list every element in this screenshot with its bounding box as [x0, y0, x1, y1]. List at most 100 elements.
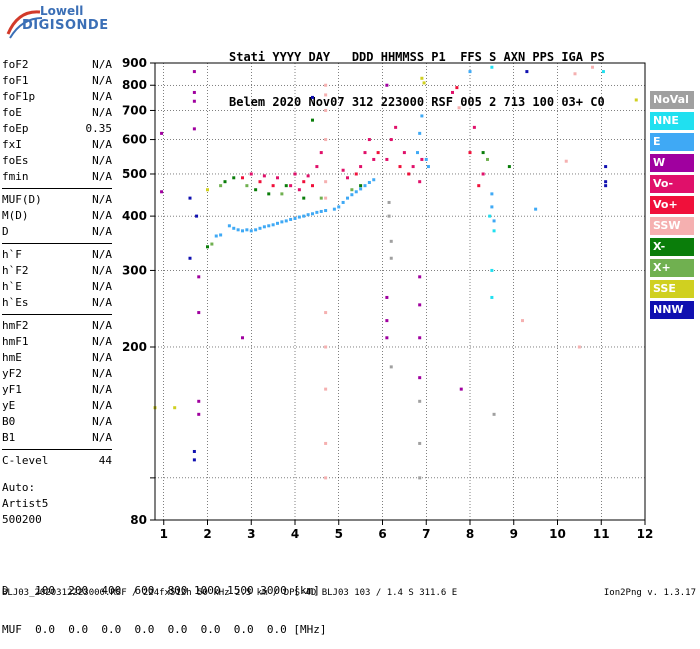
point-vo: [468, 151, 472, 155]
param-value: N/A: [92, 399, 112, 412]
x-tick-label: 9: [510, 527, 518, 541]
point-vo: [258, 180, 262, 184]
point-nnw: [195, 214, 199, 218]
legend-item-x: X-: [650, 238, 694, 256]
point-nnw: [604, 165, 608, 169]
x-tick-label: 10: [549, 527, 566, 541]
point-ssw: [324, 196, 328, 200]
point-noval: [418, 441, 422, 445]
param-row: h`Es N/A: [2, 295, 112, 311]
point-x: [280, 192, 284, 196]
x-tick-label: 6: [378, 527, 386, 541]
point-sse: [206, 188, 209, 192]
point-x: [223, 180, 227, 184]
point-w: [418, 275, 422, 279]
param-value: N/A: [92, 58, 112, 71]
param-name: h`Es: [2, 296, 29, 309]
param-name: yF2: [2, 367, 22, 380]
param-value: N/A: [92, 264, 112, 277]
point-vo: [481, 172, 485, 176]
point-vo: [276, 176, 279, 180]
param-name: yE: [2, 399, 16, 412]
plot-axes: 1 2 3 4 5 6 7 8 9 10 11 128020030040050060070080090…: [122, 56, 653, 541]
param-value: N/A: [92, 280, 112, 293]
point-vo: [385, 157, 389, 161]
param-value: 44: [98, 454, 112, 467]
point-sse: [420, 76, 424, 80]
point-vo: [241, 176, 244, 180]
param-name: fxI: [2, 138, 22, 151]
point-x: [486, 157, 489, 161]
point-x: [350, 188, 354, 192]
point-w: [241, 336, 244, 340]
version-label: Ion2Png v. 1.3.17: [603, 588, 696, 598]
point-e: [293, 216, 297, 220]
point-x: [507, 165, 511, 169]
param-name: foF2: [2, 58, 29, 71]
param-row: MUF(D) N/A: [2, 192, 112, 208]
legend-item-nnw: NNW: [650, 301, 694, 319]
point-nnw: [188, 196, 192, 200]
point-ssw: [324, 345, 328, 349]
y-tick-label: 800: [122, 78, 147, 92]
param-row: foEp 0.35: [2, 121, 112, 137]
point-noval: [387, 200, 391, 204]
point-e: [350, 193, 354, 197]
y-tick-label: 80: [130, 513, 147, 527]
point-e: [262, 225, 266, 229]
point-ssw: [324, 476, 328, 480]
param-value: N/A: [92, 367, 112, 380]
point-x: [319, 196, 323, 200]
point-e: [232, 226, 236, 230]
point-nnw: [188, 256, 192, 260]
param-row: foF1p N/A: [2, 89, 112, 105]
point-vo: [418, 180, 422, 184]
point-e: [227, 224, 231, 228]
y-tick-label: 400: [122, 209, 147, 223]
point-e: [284, 219, 288, 223]
auto-version: 500200: [2, 513, 42, 526]
point-vo: [293, 172, 297, 176]
param-name: foEp: [2, 122, 29, 135]
point-w: [160, 190, 164, 194]
param-name: foF1p: [2, 90, 36, 103]
param-row: h`E N/A: [2, 279, 112, 295]
point-ssw: [324, 441, 328, 445]
param-value: 0.35: [85, 122, 113, 135]
point-x: [210, 242, 214, 246]
legend-item-sse: SSE: [650, 280, 694, 298]
point-x: [206, 245, 209, 249]
legend-item-w: W: [650, 154, 694, 172]
point-e: [490, 192, 494, 196]
point-w: [192, 70, 196, 74]
point-ssw: [324, 93, 328, 97]
point-noval: [492, 412, 496, 416]
param-name: M(D): [2, 209, 29, 222]
point-e: [468, 70, 472, 74]
point-w: [418, 303, 422, 307]
point-noval: [389, 256, 393, 260]
point-ssw: [324, 138, 328, 142]
point-x: [267, 192, 271, 196]
point-w: [197, 412, 201, 416]
point-vo: [359, 165, 363, 169]
point-sse: [634, 98, 638, 102]
param-row: fxI N/A: [2, 137, 112, 153]
point-nnw: [192, 458, 196, 462]
point-noval: [418, 476, 422, 480]
point-e: [241, 229, 244, 233]
muf-row: MUF 0.0 0.0 0.0 0.0 0.0 0.0 0.0 0.0 [MHz…: [2, 623, 327, 636]
param-row: foEs N/A: [2, 153, 112, 169]
point-w: [385, 295, 389, 299]
point-ssw: [457, 106, 461, 110]
param-name: MUF(D): [2, 193, 42, 206]
y-tick-label: 200: [122, 340, 147, 354]
point-e: [426, 165, 430, 169]
x-tick-label: 3: [247, 527, 255, 541]
param-value: N/A: [92, 74, 112, 87]
y-tick-label: 500: [122, 167, 147, 181]
point-vo: [394, 125, 398, 129]
param-row: h`F2 N/A: [2, 263, 112, 279]
param-row: yF1 N/A: [2, 382, 112, 398]
param-value: N/A: [92, 248, 112, 261]
